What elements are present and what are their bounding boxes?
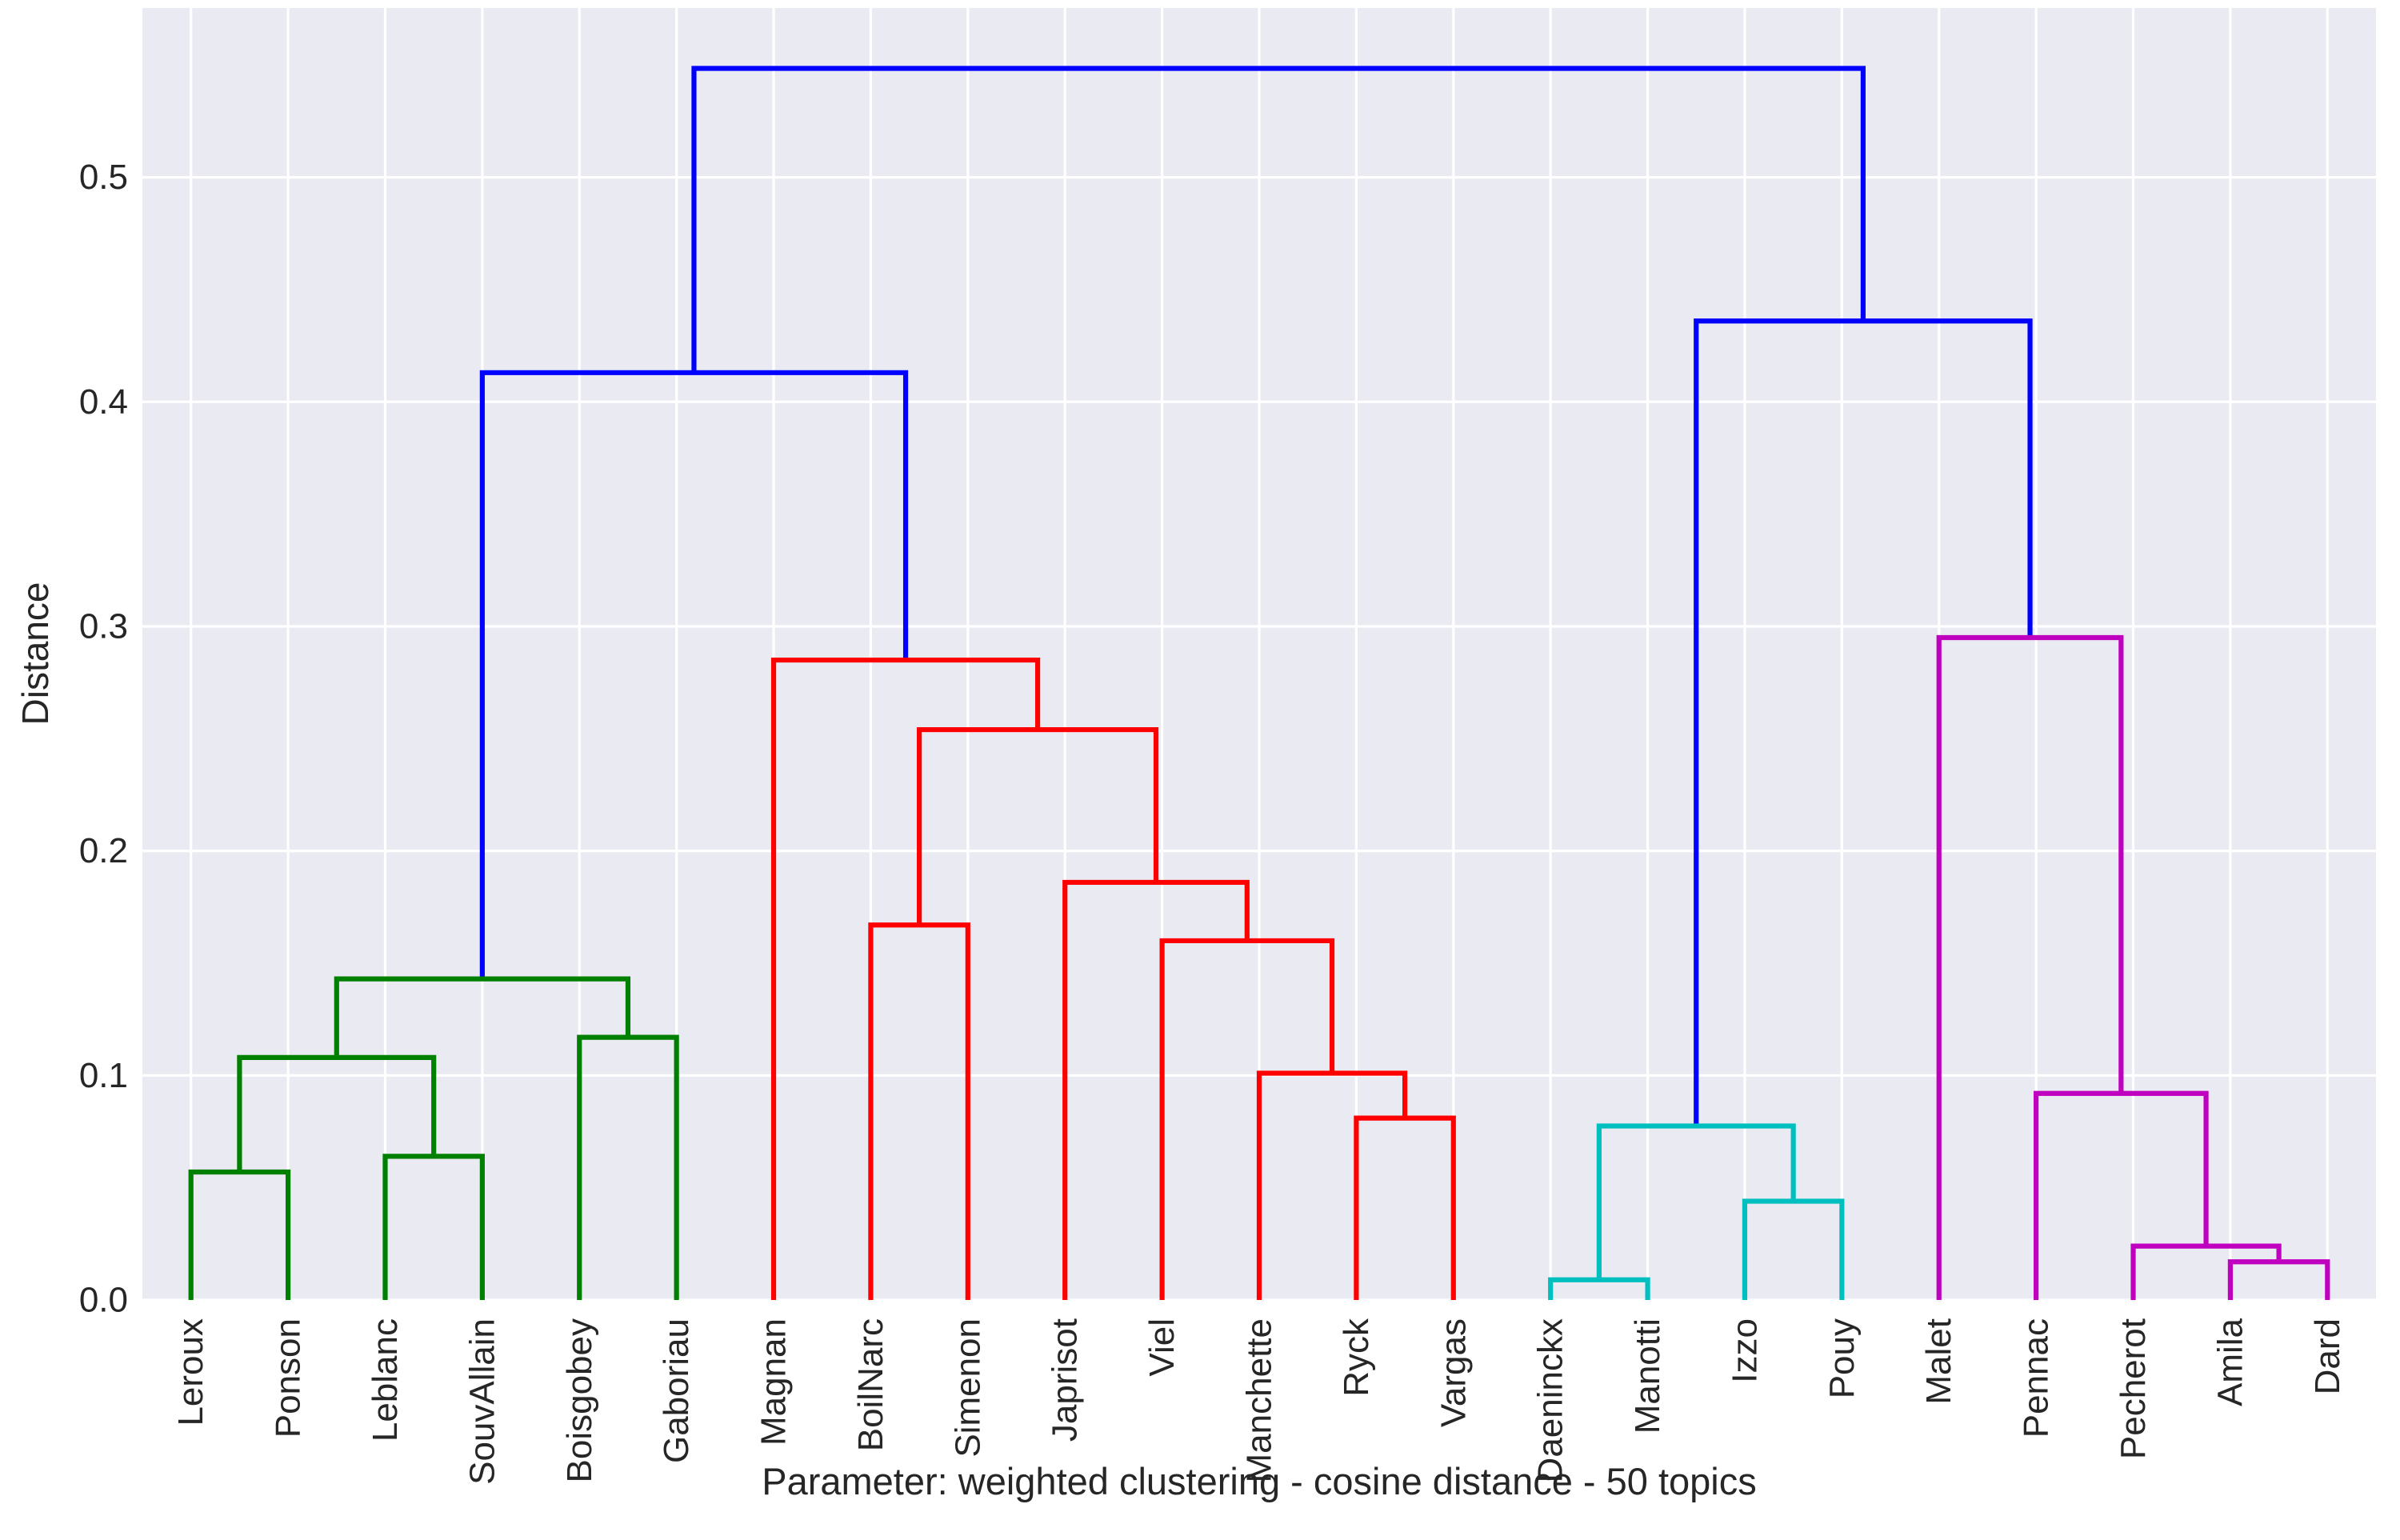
link-blue [1694,318,2033,1126]
x-tick-label: Gaboriau [657,1318,696,1463]
link-red [1159,938,1335,1300]
link-magenta [2130,1243,2282,1300]
x-tick-label: Izzo [1725,1318,1764,1383]
link-red [868,922,970,1300]
link-red [1062,879,1250,1300]
x-axis-label: Parameter: weighted clustering - cosine … [762,1460,1757,1502]
link-cyan [1548,1277,1650,1300]
link-magenta [2227,1259,2330,1300]
x-tick-label: Vargas [1434,1318,1473,1427]
x-tick-labels: Leroux Ponson Leblanc SouvAllain Boisgobey Ga… [171,1318,2347,1485]
x-tick-label: Leroux [171,1318,210,1426]
link-green [382,1154,485,1300]
dendrogram-links [188,66,2330,1300]
link-cyan [1742,1198,1845,1300]
link-blue [479,370,909,979]
link-red [917,726,1159,926]
link-red [1354,1115,1456,1300]
y-tick-label: 0.3 [79,606,128,646]
y-tick-label: 0.5 [79,158,128,197]
y-tick-label: 0.1 [79,1056,128,1095]
link-blue [691,66,1866,373]
y-tick-label: 0.4 [79,382,128,422]
x-tick-label: Pennac [2017,1318,2056,1438]
x-tick-label: Ponson [269,1318,308,1438]
x-tick-label: BoilNarc [851,1318,890,1451]
x-tick-label: Manchette [1240,1318,1279,1482]
x-tick-label: Magnan [754,1318,794,1446]
y-tick-label: 0.2 [79,831,128,870]
link-green [577,1034,679,1300]
x-tick-label: Manotti [1628,1318,1667,1434]
link-magenta [2034,1090,2209,1300]
link-cyan [1596,1123,1796,1280]
x-tick-label: Simenon [948,1318,987,1458]
x-tick-label: Pouy [1822,1318,1862,1398]
link-green [188,1169,291,1300]
x-tick-label: Amila [2210,1318,2250,1406]
link-green [237,1054,437,1173]
y-tick-label: 0.0 [79,1281,128,1320]
y-tick-labels: 0.0 0.1 0.2 0.3 0.4 0.5 [79,158,128,1319]
link-red [770,657,1041,1300]
x-tick-label: Viel [1142,1318,1182,1377]
x-tick-label: Dard [2308,1318,2347,1394]
y-axis-label: Distance [14,582,56,726]
x-tick-label: Leblanc [366,1318,405,1442]
x-tick-label: Pecherot [2114,1318,2153,1459]
link-green [334,976,631,1058]
x-tick-label: Malet [1919,1318,1958,1405]
x-tick-label: Japrisot [1046,1318,1085,1442]
x-tick-label: Ryck [1337,1318,1376,1397]
x-tick-label: Daeninckx [1531,1318,1570,1482]
link-red [1256,1070,1408,1300]
x-tick-label: Boisgobey [560,1318,599,1482]
link-magenta [1936,634,2124,1300]
x-tick-label: SouvAllain [462,1318,502,1485]
